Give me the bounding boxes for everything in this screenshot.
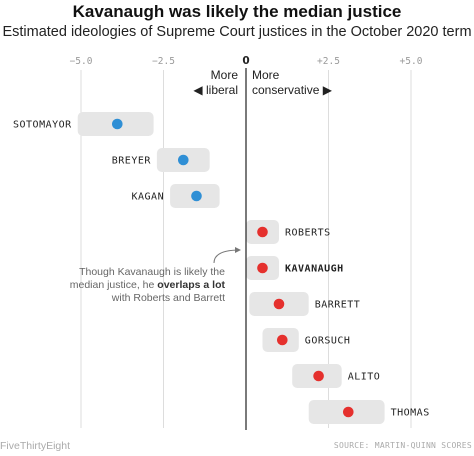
annotation-text: median justice, he overlaps a lot <box>70 279 226 291</box>
justice-point <box>112 118 123 130</box>
justice-point <box>178 154 189 166</box>
justice-point <box>277 334 288 346</box>
annotation-text: with Roberts and Barrett <box>111 292 225 304</box>
justice-name-label: KAGAN <box>131 192 164 203</box>
more-conservative-label: conservative ▶ <box>252 83 333 97</box>
chart-subtitle: Estimated ideologies of Supreme Court ju… <box>2 24 472 40</box>
source-label: SOURCE: MARTIN-QUINN SCORES <box>333 441 472 450</box>
x-tick-label: −5.0 <box>70 56 93 67</box>
brand-label: FiveThirtyEight <box>0 440 71 452</box>
more-liberal-label: More <box>211 68 239 82</box>
justice-point <box>257 262 268 274</box>
justice-point <box>343 406 354 418</box>
justice-name-label: KAVANAUGH <box>285 264 344 275</box>
justice-point <box>313 370 324 382</box>
justice-name-label: ROBERTS <box>285 228 331 239</box>
justice-name-label: ALITO <box>348 372 381 383</box>
annotation-text: Though Kavanaugh is likely the <box>79 266 225 278</box>
justice-name-label: BARRETT <box>315 300 361 311</box>
annotation-arrow <box>213 247 241 264</box>
justice-name-label: BREYER <box>112 156 152 167</box>
justice-point <box>257 226 268 238</box>
justice-name-label: GORSUCH <box>305 336 351 347</box>
justice-point <box>191 190 202 202</box>
x-tick-label: −2.5 <box>152 56 175 67</box>
x-tick-label: 0 <box>242 55 249 67</box>
justice-name-label: SOTOMAYOR <box>13 120 72 131</box>
chart-title: Kavanaugh was likely the median justice <box>72 2 402 21</box>
justice-name-label: THOMAS <box>391 408 430 419</box>
more-conservative-label: More <box>252 68 280 82</box>
x-tick-label: +5.0 <box>400 56 423 67</box>
x-tick-label: +2.5 <box>317 56 340 67</box>
more-liberal-label: ◀ liberal <box>193 83 238 97</box>
justice-point <box>273 298 285 310</box>
